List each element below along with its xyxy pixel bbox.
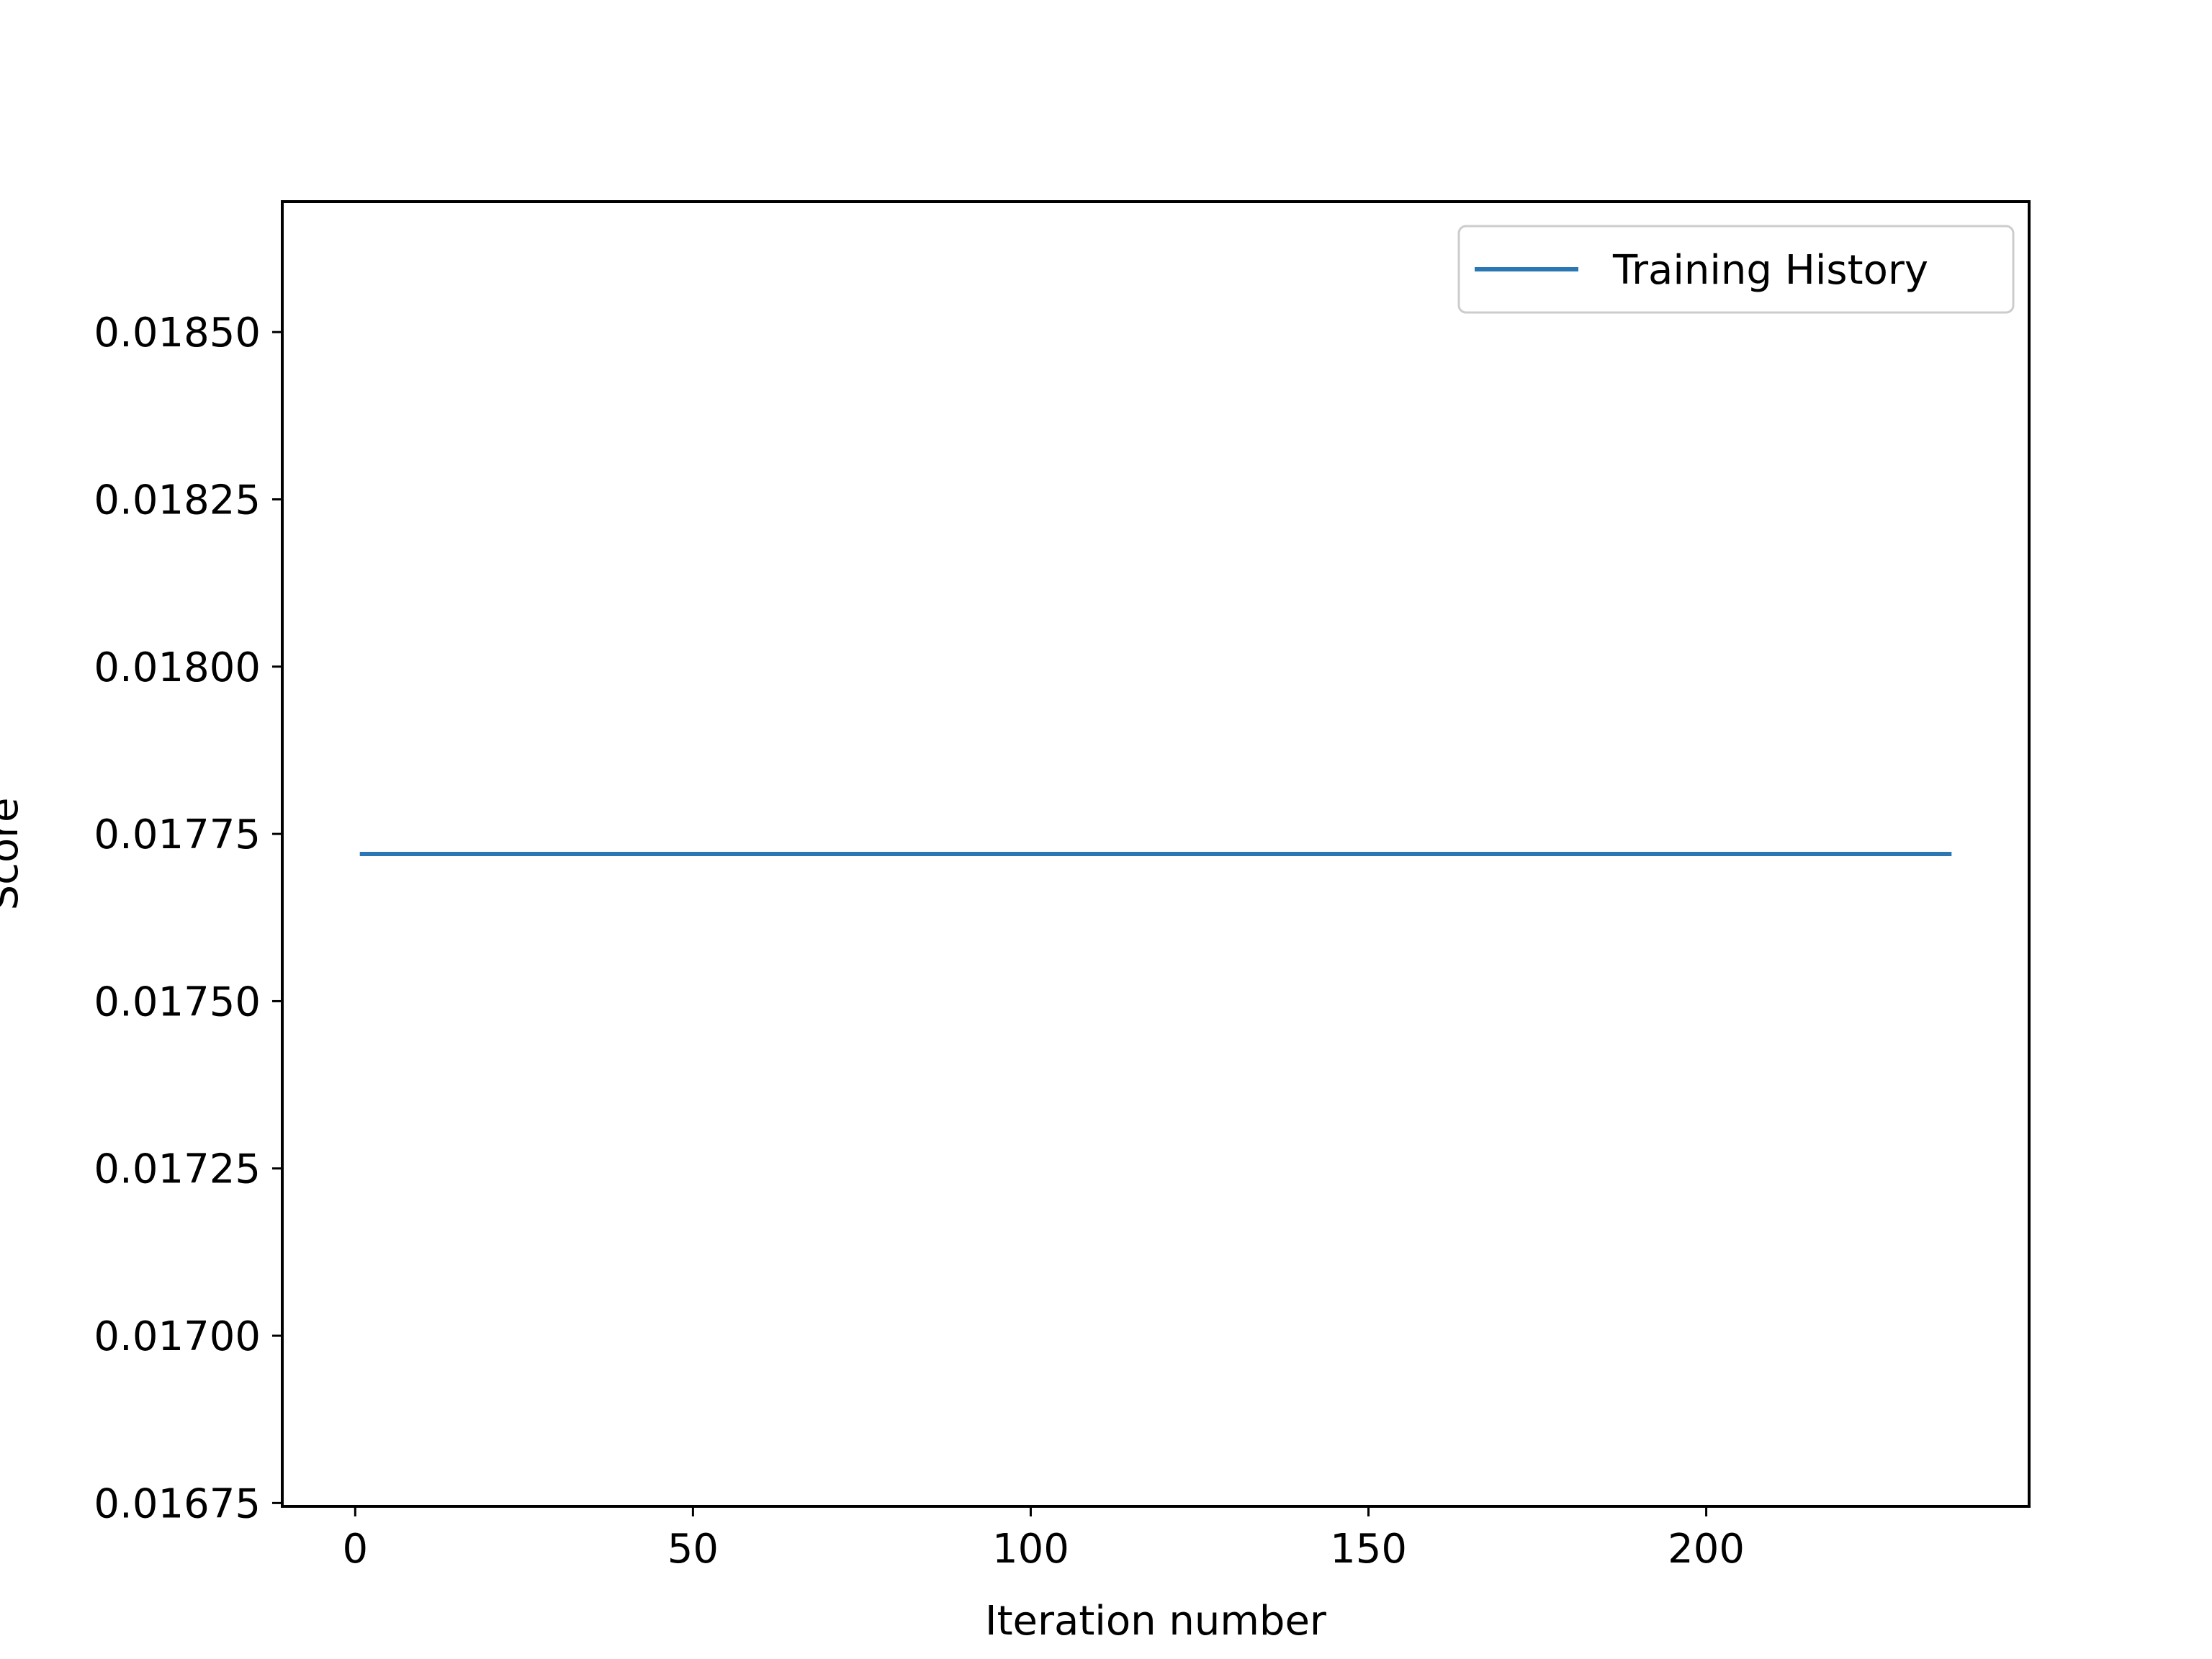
legend-box bbox=[1457, 225, 2015, 314]
x-tick-label: 100 bbox=[992, 1526, 1069, 1573]
y-tick-label: 0.01675 bbox=[94, 1480, 261, 1527]
legend-label: Training History bbox=[1612, 247, 1928, 294]
plot-area-frame bbox=[281, 200, 2031, 1508]
x-tick-label: 50 bbox=[667, 1526, 719, 1573]
y-tick-label: 0.01800 bbox=[94, 644, 261, 691]
y-tick-label: 0.01775 bbox=[94, 811, 261, 858]
x-axis-title: Iteration number bbox=[985, 1598, 1327, 1645]
x-axis-ticks: 0 50 100 150 200 bbox=[342, 1506, 1745, 1573]
legend: Training History bbox=[1457, 225, 2015, 314]
y-tick-label: 0.01750 bbox=[94, 979, 261, 1025]
y-tick-label: 0.01850 bbox=[94, 310, 261, 356]
x-tick-label: 0 bbox=[342, 1526, 368, 1573]
y-tick-label: 0.01700 bbox=[94, 1313, 261, 1360]
y-tick-label: 0.01825 bbox=[94, 477, 261, 524]
y-tick-label: 0.01725 bbox=[94, 1146, 261, 1193]
y-axis-title: Score bbox=[0, 798, 27, 911]
x-tick-label: 200 bbox=[1668, 1526, 1745, 1573]
x-tick-label: 150 bbox=[1330, 1526, 1407, 1573]
y-axis-ticks: 0.01675 0.01700 0.01725 0.01750 0.01775 0.018… bbox=[94, 310, 282, 1527]
